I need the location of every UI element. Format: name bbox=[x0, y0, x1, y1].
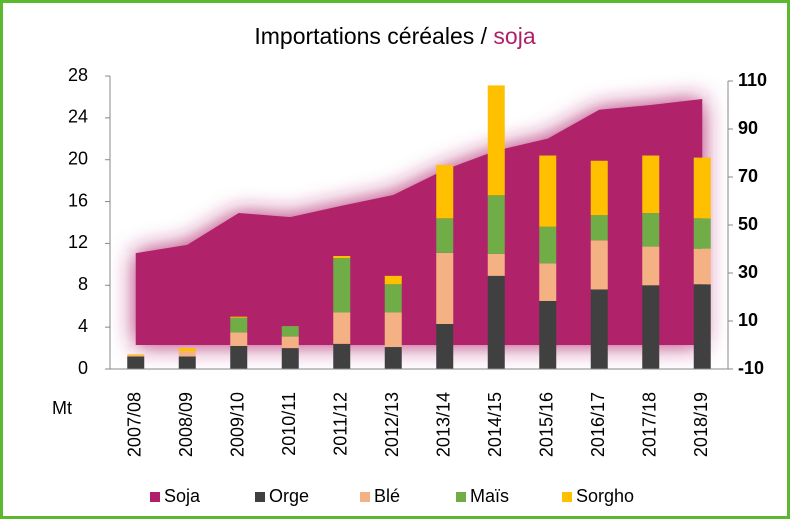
bar-segment bbox=[487, 85, 505, 196]
y2-tick-label: 110 bbox=[738, 70, 767, 90]
y2-tick-label: 90 bbox=[738, 118, 758, 138]
bar-segment bbox=[642, 213, 660, 247]
x-tick-label: 2013/14 bbox=[434, 392, 454, 457]
bar-segment bbox=[230, 332, 248, 346]
y-tick-label: 8 bbox=[78, 274, 88, 294]
y-tick-label: 12 bbox=[68, 232, 88, 252]
bar-segment bbox=[127, 356, 145, 369]
title-text: Importations céréales / bbox=[254, 23, 487, 49]
bar-segment bbox=[281, 336, 299, 349]
y2-tick-label: -10 bbox=[738, 358, 764, 378]
y-tick-label: 16 bbox=[68, 190, 88, 210]
y2-tick-label: 50 bbox=[738, 214, 758, 234]
bar-segment bbox=[230, 316, 248, 318]
bar-segment bbox=[590, 289, 608, 369]
x-tick-label: 2007/08 bbox=[125, 392, 145, 457]
legend-label: Maïs bbox=[470, 486, 509, 506]
bar-segment bbox=[333, 258, 351, 313]
bar-segment bbox=[539, 155, 557, 227]
legend-swatch bbox=[456, 492, 466, 502]
bar-segment bbox=[436, 164, 454, 219]
bar-segment bbox=[333, 255, 351, 259]
bar-segment bbox=[384, 275, 402, 285]
y-tick-label: 20 bbox=[68, 148, 88, 168]
bar-segment bbox=[127, 355, 145, 357]
y-tick-label: 28 bbox=[68, 65, 88, 85]
bar-segment bbox=[384, 312, 402, 348]
bar-segment bbox=[230, 317, 248, 333]
bar-segment bbox=[539, 226, 557, 264]
y2-tick-label: 30 bbox=[738, 262, 758, 282]
bar-segment bbox=[590, 215, 608, 241]
bar-segment bbox=[487, 253, 505, 276]
bar-segment bbox=[487, 275, 505, 369]
bar-segment bbox=[178, 348, 196, 352]
y-tick-label: 0 bbox=[78, 358, 88, 378]
title-highlight: soja bbox=[493, 23, 535, 49]
bar-segment bbox=[384, 347, 402, 369]
chart-title: Importations céréales / soja bbox=[254, 23, 535, 49]
x-tick-label: 2018/19 bbox=[691, 392, 711, 457]
y-axis-label: Mt bbox=[52, 398, 72, 418]
bar-segment bbox=[642, 285, 660, 369]
legend-label: Blé bbox=[374, 486, 400, 506]
x-tick-label: 2016/17 bbox=[588, 392, 608, 457]
bar-segment bbox=[539, 300, 557, 369]
bar-segment bbox=[590, 160, 608, 216]
bar-segment bbox=[333, 343, 351, 369]
legend-label: Soja bbox=[164, 486, 201, 506]
x-tick-label: 2015/16 bbox=[537, 392, 557, 457]
bar-segment bbox=[693, 157, 711, 219]
legend-label: Sorgho bbox=[576, 486, 634, 506]
bar-segment bbox=[539, 263, 557, 301]
bar-segment bbox=[384, 284, 402, 313]
bar-segment bbox=[436, 324, 454, 369]
legend-label: Orge bbox=[269, 486, 309, 506]
y2-tick-label: 70 bbox=[738, 166, 758, 186]
legend-swatch bbox=[562, 492, 572, 502]
bar-segment bbox=[333, 312, 351, 344]
bar-segment bbox=[436, 218, 454, 253]
bar-segment bbox=[178, 356, 196, 369]
legend-swatch bbox=[360, 492, 370, 502]
bar-segment bbox=[693, 284, 711, 369]
bar-segment bbox=[281, 326, 299, 337]
bar-segment bbox=[127, 354, 145, 356]
legend-swatch bbox=[255, 492, 265, 502]
x-tick-label: 2010/11 bbox=[279, 392, 299, 456]
bar-segment bbox=[281, 348, 299, 369]
y2-tick-label: 10 bbox=[738, 310, 758, 330]
bar-segment bbox=[642, 246, 660, 286]
y-tick-label: 24 bbox=[68, 107, 88, 127]
bar-segment bbox=[693, 218, 711, 249]
x-tick-label: 2011/12 bbox=[331, 392, 351, 456]
x-tick-label: 2012/13 bbox=[382, 392, 402, 457]
bar-segment bbox=[590, 240, 608, 290]
y-tick-label: 4 bbox=[78, 316, 88, 336]
x-tick-label: 2009/10 bbox=[228, 392, 248, 457]
bar-segment bbox=[230, 345, 248, 369]
bar-segment bbox=[436, 252, 454, 325]
x-tick-label: 2017/18 bbox=[640, 392, 660, 457]
bar-segment bbox=[487, 195, 505, 254]
bar-segment bbox=[178, 351, 196, 357]
bar-segment bbox=[642, 155, 660, 214]
x-tick-label: 2014/15 bbox=[485, 392, 505, 457]
x-tick-label: 2008/09 bbox=[176, 392, 196, 457]
legend-swatch bbox=[150, 492, 160, 502]
bar-segment bbox=[693, 248, 711, 285]
area bbox=[135, 99, 703, 345]
